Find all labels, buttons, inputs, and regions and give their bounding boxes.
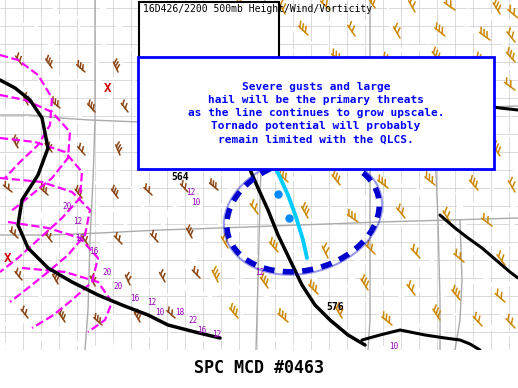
Text: 16: 16 xyxy=(89,247,98,256)
Text: 10: 10 xyxy=(191,198,200,207)
Bar xyxy=(139,2,279,58)
Text: 20: 20 xyxy=(62,202,71,211)
Bar xyxy=(138,57,494,169)
Text: 18: 18 xyxy=(175,308,184,317)
Text: 10: 10 xyxy=(295,355,304,364)
Text: 18: 18 xyxy=(75,234,84,243)
Text: SPC MCD #0463: SPC MCD #0463 xyxy=(194,359,324,377)
Text: 20: 20 xyxy=(102,268,111,277)
Text: 12: 12 xyxy=(186,188,195,197)
Text: 12: 12 xyxy=(212,330,221,339)
Text: 576: 576 xyxy=(326,302,343,312)
Text: X: X xyxy=(4,251,12,265)
Text: Severe gusts and large
hail will be the primary threats
as the line continues to: Severe gusts and large hail will be the … xyxy=(188,81,444,144)
Text: 558: 558 xyxy=(167,108,184,118)
Text: 16D426/2200 500mb Height/Wind/Vorticity: 16D426/2200 500mb Height/Wind/Vorticity xyxy=(143,4,372,14)
Text: X: X xyxy=(104,81,112,95)
Text: 12: 12 xyxy=(73,217,82,226)
Text: 16: 16 xyxy=(130,294,139,303)
Bar xyxy=(0,350,518,388)
Text: 10: 10 xyxy=(389,342,398,351)
Text: 12: 12 xyxy=(147,298,156,307)
Text: 16: 16 xyxy=(197,326,206,335)
Text: 12: 12 xyxy=(255,268,264,277)
Text: 10: 10 xyxy=(155,308,164,317)
Text: 564: 564 xyxy=(171,172,189,182)
Text: 22: 22 xyxy=(188,316,197,325)
Text: 20: 20 xyxy=(113,282,122,291)
